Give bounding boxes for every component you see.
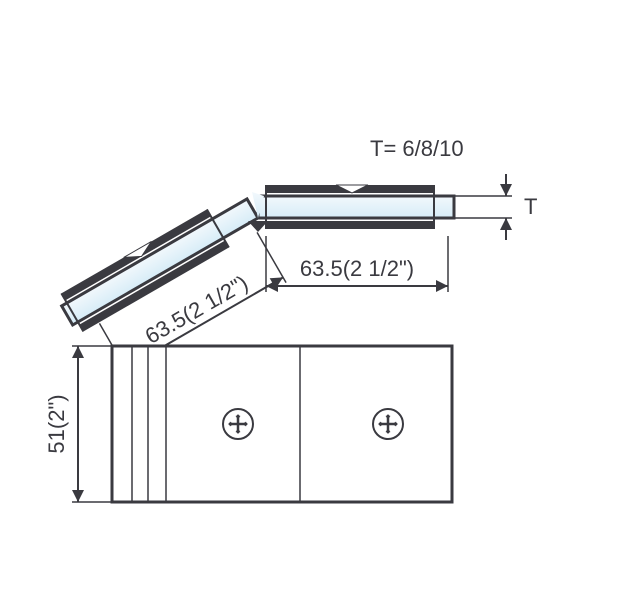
glass-angled-group	[56, 189, 263, 334]
thickness-label: T= 6/8/10	[370, 136, 464, 161]
clamp-h-bottom	[266, 221, 434, 229]
svg-text:51(2"): 51(2")	[44, 394, 69, 453]
technical-drawing: 63.5(2 1/2")63.5(2 1/2")TT= 6/8/1051(2")	[0, 0, 633, 594]
front-view: 51(2")	[44, 346, 452, 502]
top-view: 63.5(2 1/2")63.5(2 1/2")TT= 6/8/10	[56, 136, 537, 374]
dim-T-label: T	[524, 194, 537, 219]
glass-horizontal	[258, 196, 454, 218]
glass-angled	[62, 199, 258, 325]
svg-text:63.5(2 1/2"): 63.5(2 1/2")	[300, 256, 414, 281]
